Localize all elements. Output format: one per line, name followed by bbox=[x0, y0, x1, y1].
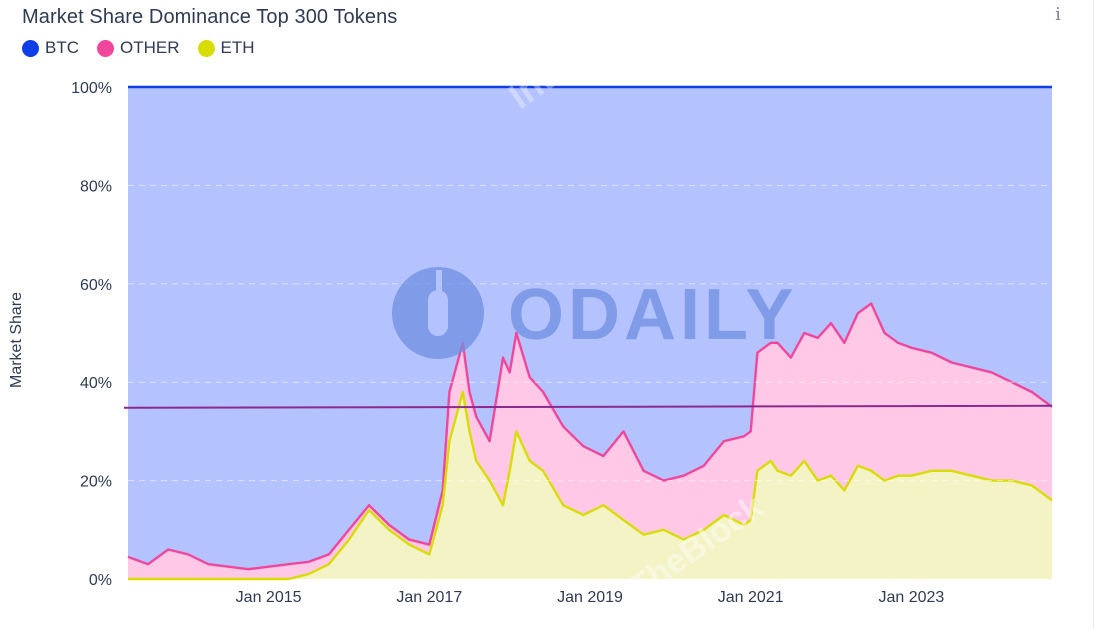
legend-swatch-other bbox=[97, 39, 114, 57]
y-tick-label: 80% bbox=[80, 178, 112, 195]
legend-label-eth: ETH bbox=[220, 38, 255, 57]
x-tick-label: Jan 2023 bbox=[878, 589, 944, 606]
y-tick-label: 20% bbox=[80, 474, 112, 491]
x-tick-label: Jan 2021 bbox=[718, 589, 784, 606]
legend-label-other: OTHER bbox=[120, 38, 180, 57]
series-area-eth bbox=[128, 392, 1052, 579]
reference-line-mark bbox=[123, 404, 1053, 409]
chart-title: Market Share Dominance Top 300 Tokens bbox=[22, 6, 398, 28]
info-icon[interactable]: i bbox=[1055, 4, 1061, 25]
watermark-faint-2: Block bbox=[0, 527, 91, 611]
legend-swatch-eth bbox=[197, 39, 215, 57]
panel-divider bbox=[1093, 0, 1094, 629]
plot-areas bbox=[127, 85, 1053, 581]
watermark-main: ODAILY bbox=[508, 275, 797, 355]
odaily-logo-icon bbox=[392, 267, 484, 359]
x-tick-label: Jan 2017 bbox=[396, 589, 462, 606]
legend-item-eth[interactable]: ETH bbox=[197, 38, 255, 58]
legend-swatch-btc bbox=[22, 39, 39, 57]
y-tick-label: 60% bbox=[80, 277, 112, 294]
y-tick-label: 0% bbox=[89, 572, 112, 589]
series-line-eth bbox=[128, 390, 1053, 581]
grid-lines bbox=[128, 184, 1052, 482]
reference-line bbox=[123, 404, 1053, 409]
x-tick-label: Jan 2015 bbox=[236, 589, 302, 606]
legend-item-btc[interactable]: BTC bbox=[22, 38, 79, 58]
y-tick-label: 100% bbox=[71, 80, 112, 97]
chart-legend: BTC OTHER ETH bbox=[22, 38, 255, 58]
axes: 0% 20% 40% 60% 80% 100% Jan 2015 Jan 2017 Jan 20… bbox=[71, 80, 944, 606]
series-line-other bbox=[127, 302, 1053, 571]
legend-label-btc: BTC bbox=[45, 38, 79, 57]
legend-item-other[interactable]: OTHER bbox=[97, 38, 180, 58]
y-tick-label: 40% bbox=[80, 375, 112, 392]
x-tick-label: Jan 2019 bbox=[557, 589, 623, 606]
